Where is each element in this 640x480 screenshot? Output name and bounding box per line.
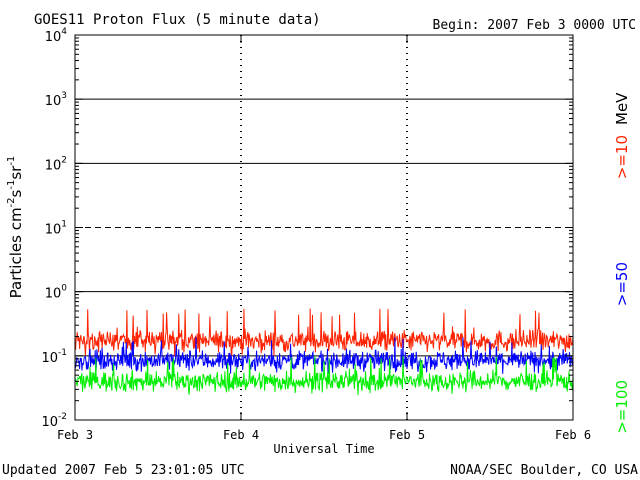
data-series xyxy=(74,308,574,396)
x-axis-label: Universal Time xyxy=(273,442,374,456)
y-axis-label: Particles cm-2s-1sr-1 xyxy=(6,156,25,299)
x-tick-label: Feb 5 xyxy=(389,428,425,442)
legend-series-label: >=50 xyxy=(613,262,631,306)
y-tick-label: 10-1 xyxy=(41,348,67,366)
y-tick-label: 103 xyxy=(45,91,67,109)
y-tick-label: 102 xyxy=(45,155,67,173)
plot-grid xyxy=(75,35,573,420)
series-line xyxy=(74,356,574,396)
y-tick-label: 10-2 xyxy=(41,412,67,430)
legend-unit-label: MeV xyxy=(613,92,631,125)
legend-series-label: >=100 xyxy=(613,380,631,434)
x-tick-label: Feb 3 xyxy=(57,428,93,442)
credit-text: NOAA/SEC Boulder, CO USA xyxy=(450,463,638,478)
y-tick-label: 101 xyxy=(45,220,67,238)
updated-timestamp: Updated 2007 Feb 5 23:01:05 UTC xyxy=(2,463,245,478)
series-line xyxy=(74,308,574,356)
chart-title: GOES11 Proton Flux (5 minute data) xyxy=(34,12,321,28)
x-tick-label: Feb 4 xyxy=(223,428,259,442)
legend-series-label: >=10 xyxy=(613,135,631,179)
y-axis-ticks: 10-2 10-1 100 101 102 103 104 xyxy=(41,27,573,430)
begin-time: Begin: 2007 Feb 3 0000 UTC xyxy=(433,18,637,33)
x-tick-label: Feb 6 xyxy=(555,428,591,442)
x-axis-ticks: Feb 3 Feb 4 Feb 5 Feb 6 xyxy=(57,35,591,442)
y-tick-label: 100 xyxy=(45,284,68,302)
energy-legend: >=10 >=50 >=100 MeV xyxy=(613,92,631,434)
y-tick-label: 104 xyxy=(45,27,68,45)
